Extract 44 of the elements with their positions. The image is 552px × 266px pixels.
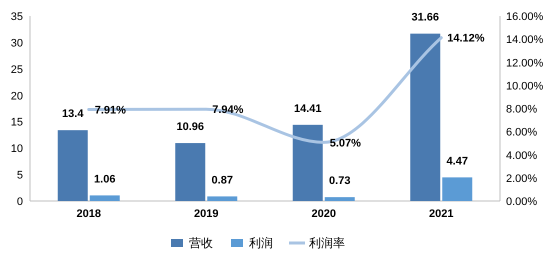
y2-tick-label: 12.00% (506, 57, 544, 70)
y2-tick-label: 2.00% (506, 172, 538, 185)
x-tick-label: 2021 (429, 208, 454, 220)
data-label: 14.41 (294, 102, 322, 115)
data-label: 14.12% (447, 32, 485, 45)
y2-tick-label: 8.00% (506, 104, 538, 116)
data-label: 7.94% (212, 104, 244, 116)
y-tick-label: 20 (10, 90, 23, 102)
y-tick-label: 10 (10, 143, 23, 156)
bar (58, 130, 88, 201)
y-tick-label: 35 (10, 11, 23, 23)
y2-tick-label: 0.00% (506, 196, 538, 208)
legend-label: 利润 (249, 236, 273, 250)
y-tick-label: 25 (10, 64, 23, 76)
y-tick-label: 15 (10, 116, 23, 129)
y-tick-label: 0 (16, 196, 23, 208)
y-tick-label: 5 (16, 170, 23, 182)
legend-label: 营收 (189, 236, 213, 250)
y2-tick-label: 4.00% (506, 150, 538, 162)
data-label: 4.47 (446, 155, 468, 168)
bar (410, 34, 440, 201)
bar (90, 195, 120, 201)
data-label: 1.06 (94, 173, 116, 186)
y2-tick-label: 10.00% (506, 80, 544, 92)
bar (324, 197, 355, 201)
data-label: 0.73 (329, 175, 350, 188)
data-label: 0.87 (212, 174, 233, 186)
y2-tick-label: 14.00% (506, 34, 544, 46)
x-tick-label: 2018 (76, 208, 101, 220)
data-label: 7.91% (94, 104, 126, 117)
data-label: 10.96 (176, 121, 204, 134)
bar (442, 177, 472, 201)
x-tick-label: 2020 (312, 208, 336, 220)
y2-tick-label: 6.00% (506, 126, 538, 139)
y2-tick-label: 16.00% (506, 11, 544, 23)
bar (175, 143, 206, 201)
bar (207, 196, 238, 201)
legend-label: 利润率 (309, 236, 345, 250)
data-label: 13.4 (62, 108, 84, 120)
data-label: 5.07% (330, 137, 362, 150)
y-tick-label: 30 (10, 37, 23, 50)
data-label: 31.66 (411, 12, 440, 24)
x-tick-label: 2019 (194, 208, 218, 220)
bar (292, 124, 323, 201)
